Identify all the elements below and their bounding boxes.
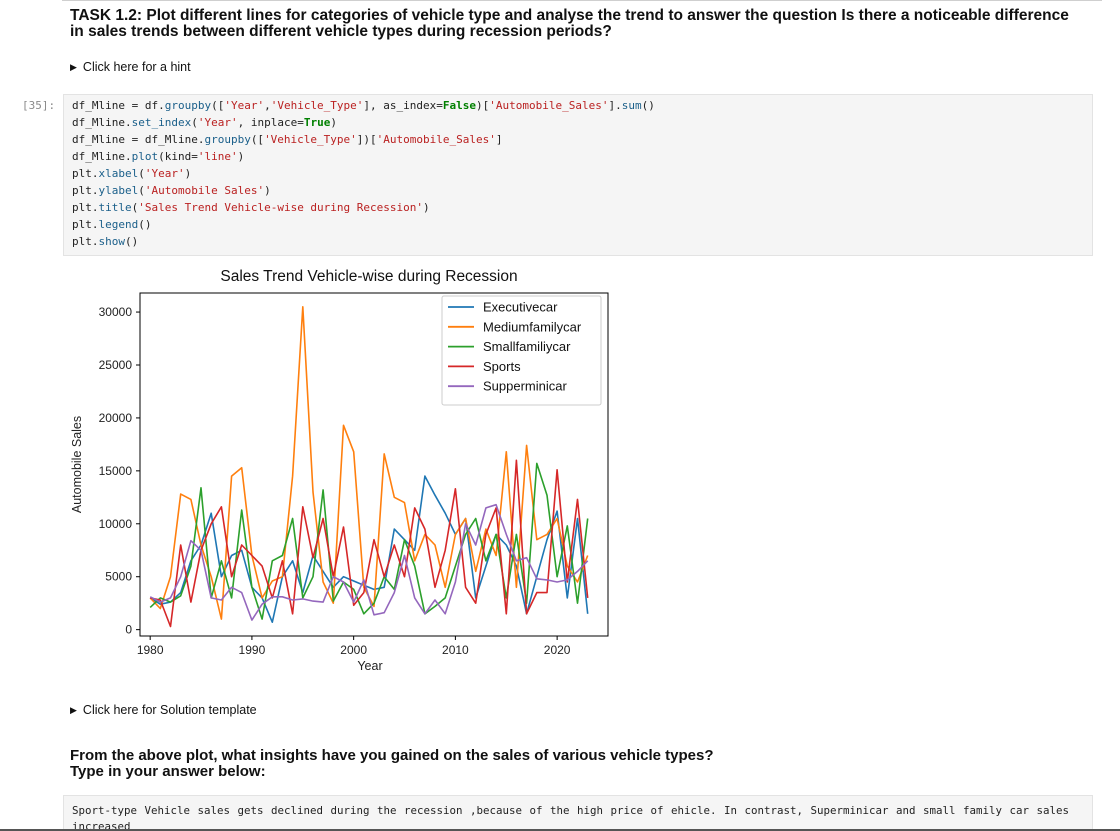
x-tick-label: 2010: [442, 643, 469, 657]
code-line: df_Mline.plot(kind='line'): [72, 150, 245, 163]
x-tick-label: 1980: [137, 643, 164, 657]
legend-label: Sports: [483, 359, 521, 374]
cell-divider: [62, 0, 1102, 1]
disclosure-triangle-icon: ▶: [70, 62, 77, 72]
x-tick-label: 2020: [544, 643, 571, 657]
legend-label: Smallfamiliycar: [483, 339, 571, 354]
legend-label: Executivecar: [483, 300, 558, 315]
y-tick-label: 25000: [99, 358, 133, 372]
y-tick-label: 15000: [99, 464, 133, 478]
disclosure-triangle-icon: ▶: [70, 705, 77, 715]
code-line: plt.title('Sales Trend Vehicle-wise duri…: [72, 201, 430, 214]
x-tick-label: 2000: [340, 643, 367, 657]
scroll-edge: [0, 829, 1120, 831]
chart-title: Sales Trend Vehicle-wise during Recessio…: [220, 268, 517, 285]
answer-cell[interactable]: Sport-type Vehicle sales gets declined d…: [63, 795, 1093, 831]
series-line-sports: [150, 459, 589, 628]
solution-template-toggle[interactable]: ▶ Click here for Solution template: [70, 703, 257, 717]
sales-line-chart: Sales Trend Vehicle-wise during Recessio…: [70, 268, 609, 673]
question-heading: From the above plot, what insights have …: [70, 748, 713, 780]
y-tick-label: 10000: [99, 517, 133, 531]
question-instruction: Type in your answer below:: [70, 763, 266, 780]
code-line: df_Mline = df_Mline.groupby(['Vehicle_Ty…: [72, 133, 503, 146]
code-cell[interactable]: df_Mline = df.groupby(['Year','Vehicle_T…: [63, 94, 1093, 256]
x-axis-label: Year: [357, 659, 382, 673]
legend-label: Mediumfamilycar: [483, 319, 582, 334]
series-line-supperminicar: [149, 503, 589, 621]
y-tick-label: 30000: [99, 305, 133, 319]
y-tick-label: 20000: [99, 411, 133, 425]
code-line: plt.show(): [72, 235, 139, 248]
code-line: plt.legend(): [72, 218, 152, 231]
y-tick-label: 5000: [105, 570, 132, 584]
task-title: TASK 1.2: Plot different lines for categ…: [70, 7, 1069, 40]
legend-label: Supperminicar: [483, 379, 567, 394]
code-line: df_Mline = df.groupby(['Year','Vehicle_T…: [72, 99, 655, 112]
plot-frame: [139, 292, 609, 637]
code-line: plt.xlabel('Year'): [72, 167, 192, 180]
code-line: df_Mline.set_index('Year', inplace=True): [72, 116, 337, 129]
y-tick-label: 0: [125, 623, 132, 637]
hint-toggle[interactable]: ▶ Click here for a hint: [70, 60, 191, 74]
answer-text: Sport-type Vehicle sales gets declined d…: [72, 804, 1070, 831]
x-tick-label: 1990: [239, 643, 266, 657]
y-axis-label: Automobile Sales: [70, 416, 84, 513]
question-line: From the above plot, what insights have …: [70, 747, 714, 764]
legend-box: [441, 295, 602, 406]
execution-count: [35]:: [22, 99, 56, 112]
series-line-smallfamiliycar: [149, 462, 589, 620]
code-line: plt.ylabel('Automobile Sales'): [72, 184, 271, 197]
solution-template-label: Click here for Solution template: [82, 703, 257, 717]
hint-label: Click here for a hint: [82, 60, 191, 74]
